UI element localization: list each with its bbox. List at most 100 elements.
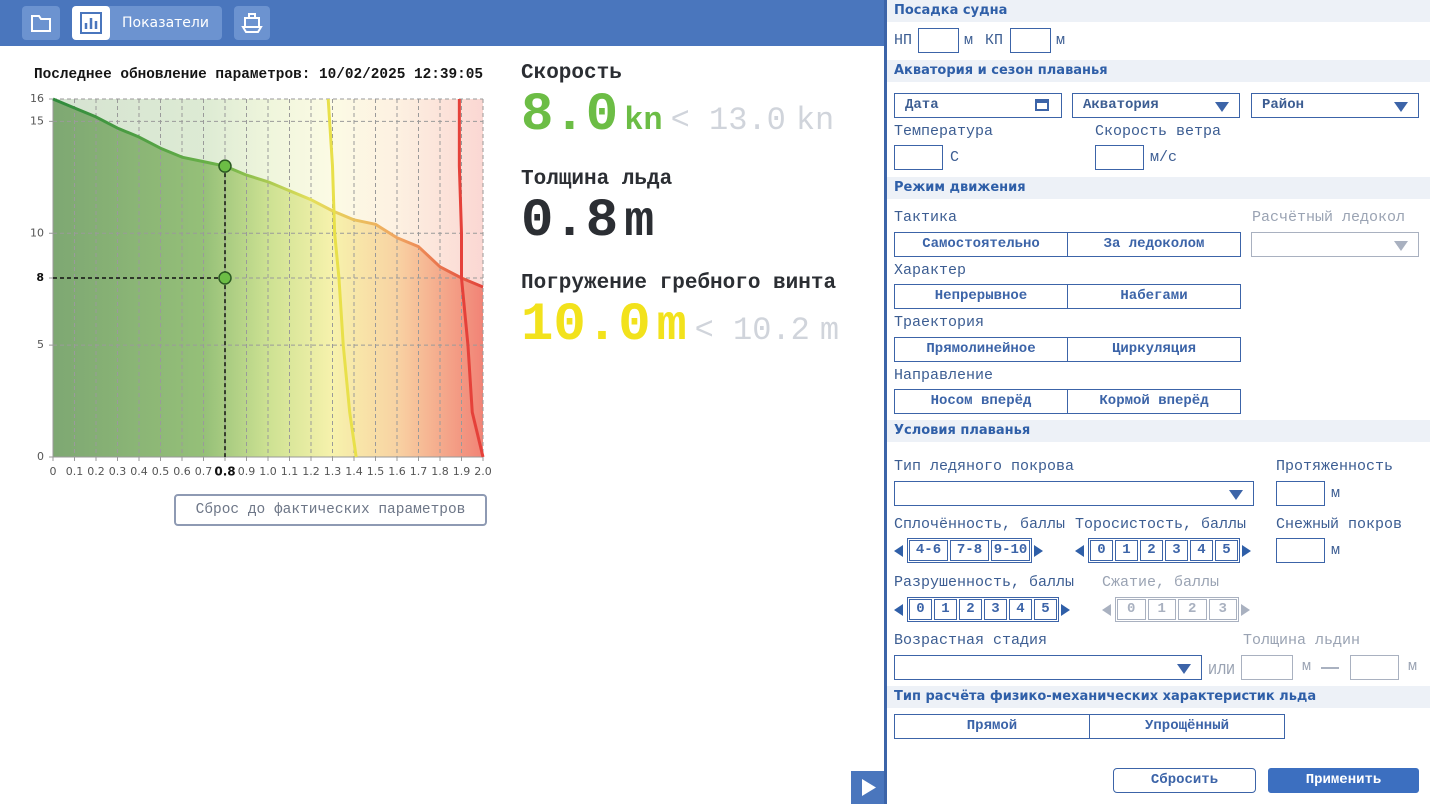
metric-row: 10.0 m < 10.2 m — [521, 295, 839, 356]
segment[interactable]: 7-8 — [950, 540, 989, 561]
text-input[interactable] — [1276, 481, 1325, 506]
arrow-right[interactable] — [1242, 544, 1251, 557]
arrow-left[interactable] — [1102, 603, 1111, 616]
segment[interactable]: 0 — [1090, 540, 1113, 561]
text-input[interactable] — [1241, 655, 1293, 680]
reset-button[interactable]: Сброс до фактических параметров — [174, 494, 487, 526]
metric-label: Погружение гребного винта — [521, 272, 837, 295]
label: Скорость ветра — [1095, 123, 1222, 140]
label: Сплочённость, баллы — [894, 516, 1066, 533]
x-tick-label: 0.8 — [214, 465, 235, 479]
segment[interactable]: 3 — [1165, 540, 1188, 561]
dropdown[interactable] — [894, 655, 1202, 680]
text-input[interactable] — [1095, 145, 1144, 170]
segment[interactable]: 3 — [1208, 599, 1237, 620]
option-button[interactable]: Прямой — [894, 714, 1090, 739]
segment[interactable]: 4 — [1009, 599, 1032, 620]
metric-row: 0.8 m — [521, 191, 672, 252]
dropdown-arrow — [1229, 489, 1243, 500]
y-tick-label: 16 — [30, 92, 44, 105]
section-title: Тип расчёта физико-механических характер… — [894, 689, 1317, 704]
segment[interactable]: 4 — [1190, 540, 1213, 561]
label: КП — [985, 32, 1004, 49]
label: Тип ледяного покрова — [894, 458, 1075, 475]
segment[interactable]: 1 — [1115, 540, 1138, 561]
x-tick-label: 1.2 — [302, 465, 320, 478]
x-tick-label: 1.1 — [281, 465, 299, 478]
segment[interactable]: 4-6 — [909, 540, 948, 561]
option-button[interactable]: За ледоколом — [1067, 232, 1241, 257]
dash — [1321, 667, 1339, 669]
dropdown[interactable]: Район — [1251, 93, 1419, 118]
open-button[interactable] — [22, 6, 60, 40]
section-title: Акватория и сезон плаванья — [894, 63, 1108, 78]
x-tick-label: 0.2 — [87, 465, 105, 478]
x-tick-label: 1.9 — [453, 465, 471, 478]
arrow-right[interactable] — [1034, 544, 1043, 557]
dropdown[interactable]: Акватория — [1072, 93, 1240, 118]
limit-line — [457, 99, 485, 458]
option-button[interactable]: Самостоятельно — [894, 232, 1068, 257]
arrow-right[interactable] — [1241, 603, 1250, 616]
label: Расчётный ледокол — [1252, 209, 1406, 226]
segment[interactable]: 2 — [1140, 540, 1163, 561]
apply-button[interactable]: Применить — [1268, 768, 1419, 793]
segment[interactable]: 0 — [909, 599, 932, 620]
arrow-left[interactable] — [894, 603, 903, 616]
segment[interactable]: 2 — [1178, 599, 1207, 620]
option-button[interactable]: Кормой вперёд — [1067, 389, 1241, 414]
text-input[interactable] — [894, 145, 943, 170]
text-input[interactable] — [918, 28, 959, 53]
arrow-left[interactable] — [1075, 544, 1084, 557]
segment[interactable]: 9-10 — [991, 540, 1030, 561]
option-button[interactable]: Непрерывное — [894, 284, 1068, 309]
metric: Толщина льда 0.8 m — [521, 168, 672, 252]
option-button[interactable]: Упрощённый — [1089, 714, 1285, 739]
text-input[interactable] — [1010, 28, 1051, 53]
segment[interactable]: 1 — [1147, 599, 1176, 620]
arrow-left[interactable] — [894, 544, 903, 557]
text-input[interactable] — [1350, 655, 1399, 680]
segment[interactable]: 3 — [984, 599, 1007, 620]
segment[interactable]: 5 — [1215, 540, 1238, 561]
reset-settings-button[interactable]: Сбросить — [1113, 768, 1256, 793]
text-input[interactable] — [1276, 538, 1325, 563]
dropdown[interactable]: Дата — [894, 93, 1062, 118]
collapse-button[interactable] — [851, 771, 884, 804]
section-title: Режим движения — [894, 180, 1026, 195]
ship-button[interactable] — [234, 6, 270, 40]
option-button[interactable]: Носом вперёд — [894, 389, 1068, 414]
label: Температура — [894, 123, 994, 140]
segment[interactable]: 5 — [1034, 599, 1057, 620]
y-tick-label: 15 — [30, 114, 44, 127]
x-tick-label: 2.0 — [474, 465, 492, 478]
segment[interactable]: 0 — [1117, 599, 1146, 620]
label: Снежный покров — [1276, 516, 1403, 533]
x-tick-label: 1.7 — [410, 465, 428, 478]
option-button[interactable]: Набегами — [1067, 284, 1241, 309]
x-tick-label: 0.7 — [195, 465, 213, 478]
label: м — [1408, 658, 1418, 675]
label: Тактика — [894, 209, 958, 226]
section-title: Посадка судна — [894, 3, 1008, 18]
section-band — [887, 60, 1430, 82]
label: Толщина льдин — [1243, 632, 1361, 649]
segment[interactable]: 2 — [959, 599, 982, 620]
label: м — [1056, 32, 1066, 49]
dropdown-arrow — [1215, 101, 1229, 112]
y-tick-label: 0 — [37, 450, 44, 463]
curve-point — [218, 159, 232, 173]
metric-label: Скорость — [521, 62, 622, 85]
dropdown[interactable] — [894, 481, 1254, 506]
section-band — [887, 0, 1430, 22]
arrow-right[interactable] — [1061, 603, 1070, 616]
option-button[interactable]: Прямолинейное — [894, 337, 1068, 362]
metric-unit: m — [624, 194, 655, 251]
dropdown[interactable] — [1251, 232, 1419, 257]
segment[interactable]: 1 — [934, 599, 957, 620]
option-button[interactable]: Циркуляция — [1067, 337, 1241, 362]
tab[interactable]: Показатели — [72, 6, 222, 40]
metric-limit: < 13.0 — [670, 102, 786, 139]
metric-limit: < 10.2 — [694, 312, 810, 349]
